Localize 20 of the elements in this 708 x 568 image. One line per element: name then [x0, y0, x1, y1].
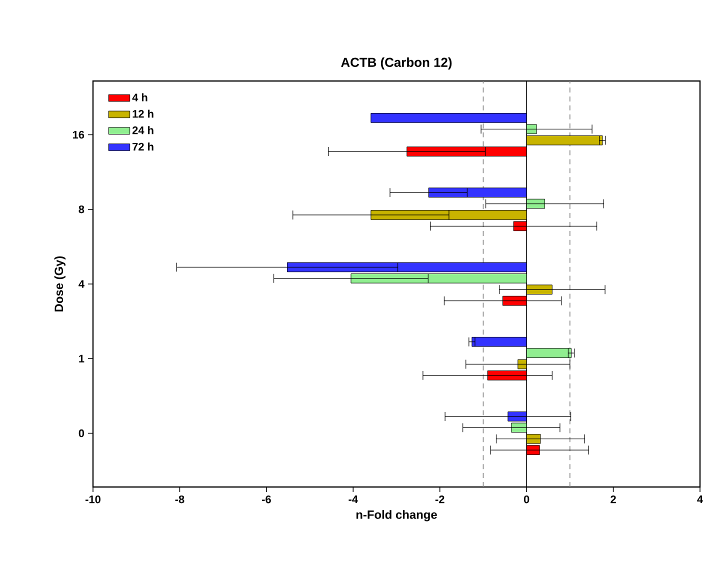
x-tick-label: 2 [610, 496, 616, 504]
x-tick-label: -8 [175, 496, 184, 504]
legend-label: 24 h [132, 126, 154, 134]
legend-label: 72 h [132, 142, 154, 150]
y-tick-label: 8 [78, 206, 84, 214]
x-tick-label: -10 [86, 496, 100, 504]
y-tick-label: 16 [72, 130, 84, 139]
x-tick-label: 4 [697, 496, 703, 504]
y-tick-label: 0 [78, 429, 84, 438]
legend-label: 4 h [132, 93, 148, 102]
x-tick-label: 0 [524, 496, 530, 504]
x-tick-label: -2 [435, 496, 444, 504]
x-tick-label: -6 [262, 496, 271, 504]
y-axis-title: Dose (Gy) [54, 256, 66, 312]
chart-title: ACTB (Carbon 12) [341, 57, 452, 70]
x-tick-label: -4 [348, 496, 358, 504]
y-tick-label: 1 [79, 354, 84, 362]
y-tick-label: 4 [78, 280, 84, 288]
x-axis-title: n-Fold change [356, 510, 437, 522]
legend-label: 12 h [132, 110, 154, 118]
